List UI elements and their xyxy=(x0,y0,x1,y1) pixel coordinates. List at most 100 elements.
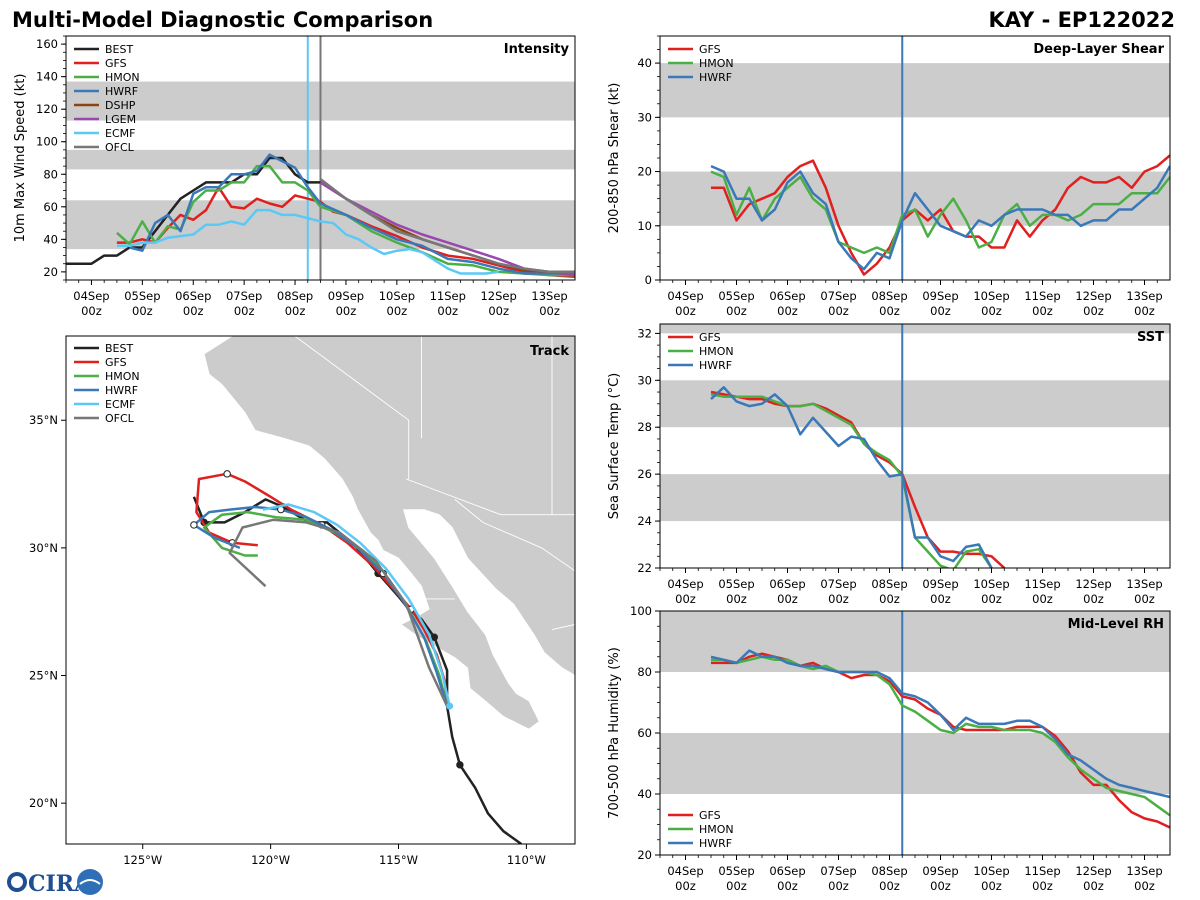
sst-ytick-label: 24 xyxy=(637,514,652,528)
shear-xtick-label: 08Sep 00z xyxy=(871,289,907,318)
intensity-xtick-hour: 00z xyxy=(285,304,306,318)
rh-xtick-hour: 00z xyxy=(879,879,900,893)
sst-series-group xyxy=(710,386,1006,568)
intensity-series-best xyxy=(66,156,321,265)
intensity-legend-label: DSHP xyxy=(105,99,136,112)
rh-legend-label: GFS xyxy=(699,809,721,822)
intensity-xtick-label: 13Sep 00z xyxy=(531,289,567,318)
shear-xtick-day: 04Sep xyxy=(667,289,703,303)
rh-xtick-hour: 00z xyxy=(777,879,798,893)
shear-ytick-label: 10 xyxy=(637,219,652,233)
track-legend-label: ECMF xyxy=(105,398,135,411)
intensity-ytick-label: 80 xyxy=(43,167,58,181)
rh-ytick-label: 20 xyxy=(637,848,652,862)
sst-shaded-band xyxy=(660,380,1170,428)
sst-series-hmon xyxy=(710,393,994,568)
rh-xtick-label: 11Sep 00z xyxy=(1024,864,1060,893)
intensity-xtick-label: 07Sep 00z xyxy=(226,289,262,318)
sst-legend-label: HMON xyxy=(699,345,734,358)
cira-logo: CIRA xyxy=(7,869,103,897)
rh-xtick-day: 04Sep xyxy=(667,864,703,878)
storm-id: KAY - EP122022 xyxy=(989,8,1175,32)
intensity-xtick-label: 08Sep 00z xyxy=(277,289,313,318)
landmass-north-america xyxy=(203,336,575,730)
shear-xtick-label: 10Sep 00z xyxy=(973,289,1009,318)
intensity-xtick-hour: 00z xyxy=(81,304,102,318)
rh-xtick-day: 11Sep xyxy=(1024,864,1060,878)
sst-xtick-hour: 00z xyxy=(981,592,1002,606)
shear-xtick-hour: 00z xyxy=(1083,304,1104,318)
sst-xtick-day: 08Sep xyxy=(871,577,907,591)
intensity-legend-label: ECMF xyxy=(105,127,135,140)
shear-xtick-hour: 00z xyxy=(675,304,696,318)
sst-xtick-label: 04Sep 00z xyxy=(667,577,703,606)
shear-xtick-label: 06Sep 00z xyxy=(769,289,805,318)
sst-xtick-label: 05Sep 00z xyxy=(718,577,754,606)
rh-ytick-label: 80 xyxy=(637,665,652,679)
track-plot-frame xyxy=(65,335,576,845)
intensity-xtick-label: 11Sep 00z xyxy=(430,289,466,318)
track-legend-label: BEST xyxy=(105,342,133,355)
shear-ytick-label: 30 xyxy=(637,110,652,124)
rh-legend-label: HMON xyxy=(699,823,734,836)
shear-xtick-hour: 00z xyxy=(777,304,798,318)
track-legend-label: OFCL xyxy=(105,412,135,425)
rh-xtick-label: 07Sep 00z xyxy=(820,864,856,893)
rh-ylabel: 700-500 hPa Humidity (%) xyxy=(607,647,622,819)
intensity-xtick-day: 05Sep xyxy=(124,289,160,303)
sst-xtick-label: 07Sep 00z xyxy=(820,577,856,606)
sst-xtick-hour: 00z xyxy=(1083,592,1104,606)
intensity-legend-label: LGEM xyxy=(105,113,136,126)
shear-xtick-day: 08Sep xyxy=(871,289,907,303)
intensity-xtick-hour: 00z xyxy=(437,304,458,318)
intensity-xtick-hour: 00z xyxy=(132,304,153,318)
shear-ytick-label: 0 xyxy=(645,273,652,287)
shear-xtick-day: 09Sep xyxy=(922,289,958,303)
shear-series-hmon xyxy=(710,170,1170,255)
intensity-series-group xyxy=(66,153,575,278)
intensity-xtick-label: 12Sep 00z xyxy=(480,289,516,318)
sst-ytick-label: 22 xyxy=(637,561,652,575)
intensity-xtick-day: 09Sep xyxy=(328,289,364,303)
rh-series-group xyxy=(710,649,1170,829)
intensity-xtick-label: 09Sep 00z xyxy=(328,289,364,318)
shear-xtick-day: 12Sep xyxy=(1075,289,1111,303)
sst-xtick-hour: 00z xyxy=(1032,592,1053,606)
rh-title: Mid-Level RH xyxy=(1068,617,1164,632)
map-border-line xyxy=(406,478,575,516)
rh-ytick-label: 40 xyxy=(637,787,652,801)
intensity-xtick-day: 06Sep xyxy=(175,289,211,303)
map-border-line xyxy=(454,499,575,572)
rh-xtick-hour: 00z xyxy=(675,879,696,893)
intensity-legend-label: OFCL xyxy=(105,141,135,154)
shear-xtick-hour: 00z xyxy=(828,304,849,318)
intensity-xtick-day: 07Sep xyxy=(226,289,262,303)
sst-ytick-label: 32 xyxy=(637,326,652,340)
intensity-series-ofcl xyxy=(319,178,575,274)
shear-xtick-hour: 00z xyxy=(1032,304,1053,318)
shear-xtick-day: 11Sep xyxy=(1024,289,1060,303)
rh-xtick-label: 04Sep 00z xyxy=(667,864,703,893)
shear-xtick-label: 04Sep 00z xyxy=(667,289,703,318)
rh-series-hmon xyxy=(711,655,1170,817)
rh-xtick-hour: 00z xyxy=(981,879,1002,893)
sst-xtick-day: 12Sep xyxy=(1075,577,1111,591)
track-xtick-label: 125°W xyxy=(123,853,162,867)
sst-xtick-hour: 00z xyxy=(828,592,849,606)
sst-ytick-label: 26 xyxy=(637,467,652,481)
intensity-xtick-label: 05Sep 00z xyxy=(124,289,160,318)
sst-xtick-hour: 00z xyxy=(1134,592,1155,606)
sst-shaded-band xyxy=(660,324,1170,334)
intensity-xtick-day: 04Sep xyxy=(73,289,109,303)
sst-xtick-label: 08Sep 00z xyxy=(871,577,907,606)
track-marker-best xyxy=(456,761,464,769)
track-marker-gfs xyxy=(223,470,231,478)
intensity-series-hwrf xyxy=(129,153,575,275)
map-border-line xyxy=(551,624,575,631)
intensity-series-ecmf xyxy=(116,208,499,275)
rh-xtick-label: 09Sep 00z xyxy=(922,864,958,893)
shear-series-gfs xyxy=(711,154,1170,276)
track-marker-hwrf xyxy=(190,521,198,529)
